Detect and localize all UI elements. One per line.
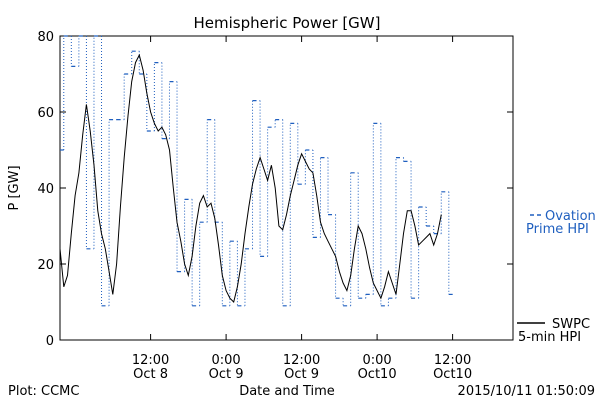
- x-tick-label-date: Oct 9: [284, 367, 319, 382]
- x-tick-label-date: Oct10: [358, 367, 397, 382]
- y-tick-label: 0: [46, 334, 54, 349]
- x-tick-label-time: 0:00: [211, 353, 240, 368]
- swpc-5min-hpi-series: [59, 53, 442, 303]
- x-tick-label-time: 12:00: [283, 353, 320, 368]
- legend: Ovation Prime HPI SWPC 5-min HPI: [517, 209, 596, 345]
- x-tick-label-date: Oct 9: [209, 367, 244, 382]
- plot-area-frame: [59, 35, 514, 341]
- y-axis-ticks: 0 20 40 60 80: [37, 30, 513, 349]
- x-tick-label-time: 0:00: [362, 353, 391, 368]
- chart-title: Hemispheric Power [GW]: [194, 14, 381, 32]
- x-tick-label-date: Oct 8: [133, 367, 168, 382]
- plot-timestamp: 2015/10/11 01:50:09: [458, 384, 595, 399]
- x-tick-label-date: Oct10: [433, 367, 472, 382]
- y-tick-label: 60: [37, 106, 54, 121]
- y-axis-label: P [GW]: [7, 165, 22, 210]
- y-tick-label: 20: [37, 258, 54, 273]
- y-tick-label: 80: [37, 30, 54, 45]
- legend-swpc-label-line1: SWPC: [552, 317, 590, 332]
- y-tick-label: 40: [37, 182, 54, 197]
- x-tick-label-time: 12:00: [132, 353, 169, 368]
- swpc-line: [59, 53, 442, 303]
- x-axis-label: Date and Time: [239, 384, 335, 399]
- legend-ovation-label-line2: Prime HPI: [526, 222, 589, 237]
- legend-ovation-label-line1: Ovation: [545, 209, 596, 224]
- legend-swpc-label-line2: 5-min HPI: [518, 330, 581, 345]
- plot-credit: Plot: CCMC: [8, 384, 79, 399]
- x-tick-label-time: 12:00: [434, 353, 471, 368]
